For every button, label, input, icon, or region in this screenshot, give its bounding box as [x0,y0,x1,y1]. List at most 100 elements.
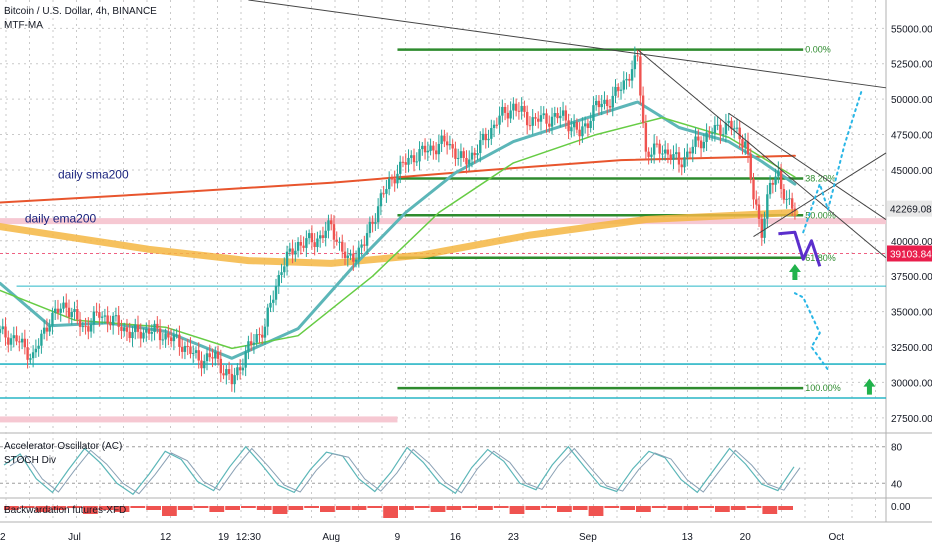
candle-body [227,369,231,374]
candle-body [608,105,612,108]
candle-body [95,311,98,313]
backwardation-bar [351,506,367,510]
candle-body [779,170,783,190]
candle-body [741,139,744,148]
candle-body [713,125,717,134]
candle-body [462,151,465,158]
backwardation-bar [778,506,793,510]
candle-body [636,55,639,57]
backwardation-bar [715,506,730,512]
candle-body [117,315,120,327]
candle-body [512,103,515,111]
support-zone [0,218,886,225]
candle-body [236,367,239,376]
candle-body [719,124,722,135]
candle-body [48,325,51,332]
candle-body [23,338,27,348]
candle-body [760,218,763,238]
candle-body [661,153,664,155]
candle-body [128,331,131,339]
candle-body [782,189,786,200]
candle-body [429,145,432,151]
backwardation-bar [525,506,541,510]
candle-body [374,222,377,224]
candle-body [0,329,2,333]
candle-body [735,127,739,129]
candle-body [120,326,123,331]
candle-body [131,332,134,339]
candle-body [54,308,57,313]
indicator-name: MTF-MA [4,20,43,31]
backwardation-bar [462,506,477,508]
candle-body [269,302,272,308]
candle-body [575,122,579,130]
candle-body [688,151,692,154]
candle-body [542,113,545,116]
candle-body [136,324,140,332]
candle-body [255,334,258,343]
candle-body [247,341,250,352]
backwardation-bar [699,506,714,508]
x-tick-label: 22 [0,532,6,543]
backwardation-bar [557,506,572,512]
candle-body [76,309,79,320]
backwardation-bar [4,506,19,510]
candle-body [697,136,700,141]
candle-body [274,285,278,300]
candle-body [147,329,151,334]
candle-body [390,178,394,180]
candle-body [768,182,772,195]
up-arrow-icon [863,378,876,395]
candle-body [332,224,336,240]
candle-body [583,123,587,127]
candle-body [592,105,595,121]
candle-body [244,351,247,368]
candle-body [216,351,220,359]
oscillator-subtitle: STOCH Div [4,455,57,466]
candle-body [498,115,501,125]
candle-body [307,233,311,239]
candle-body [142,332,145,339]
candle-body [100,316,104,318]
candle-body [633,55,637,70]
price-candles [0,46,797,393]
price-label-value: 39103.84 [890,249,932,260]
y-tick-label: 35000.00 [891,308,932,319]
y-tick-label: 45000.00 [891,166,932,177]
candle-body [694,136,697,147]
candle-body [29,358,32,360]
candle-body [183,345,187,352]
candle-body [600,103,603,108]
candle-body [382,193,385,195]
candle-body [484,133,487,141]
candle-body [749,154,752,179]
candle-body [164,333,167,340]
x-tick-label: Jul [68,532,81,543]
candle-body [506,112,510,119]
candle-body [272,299,275,303]
candle-body [421,145,424,150]
backwardation-bar [19,506,35,508]
candle-body [189,346,192,354]
candle-body [280,272,283,276]
backwardation-bar [35,506,51,512]
candle-body [520,105,523,112]
candle-body [18,341,21,343]
candle-body [379,193,383,207]
backwardation-bar [620,506,635,510]
candle-body [365,233,369,246]
backwardation-bar [67,506,82,508]
candle-body [716,124,719,126]
candle-body [537,118,540,122]
candle-body [434,150,438,155]
candle-body [114,315,118,317]
candle-body [606,99,609,106]
candle-body [746,141,750,155]
fib-level-label: 0.00% [805,45,831,55]
x-tick-label: 19 [218,532,230,543]
candle-body [56,308,60,313]
candle-body [644,123,648,152]
backwardation-bar [256,506,272,510]
